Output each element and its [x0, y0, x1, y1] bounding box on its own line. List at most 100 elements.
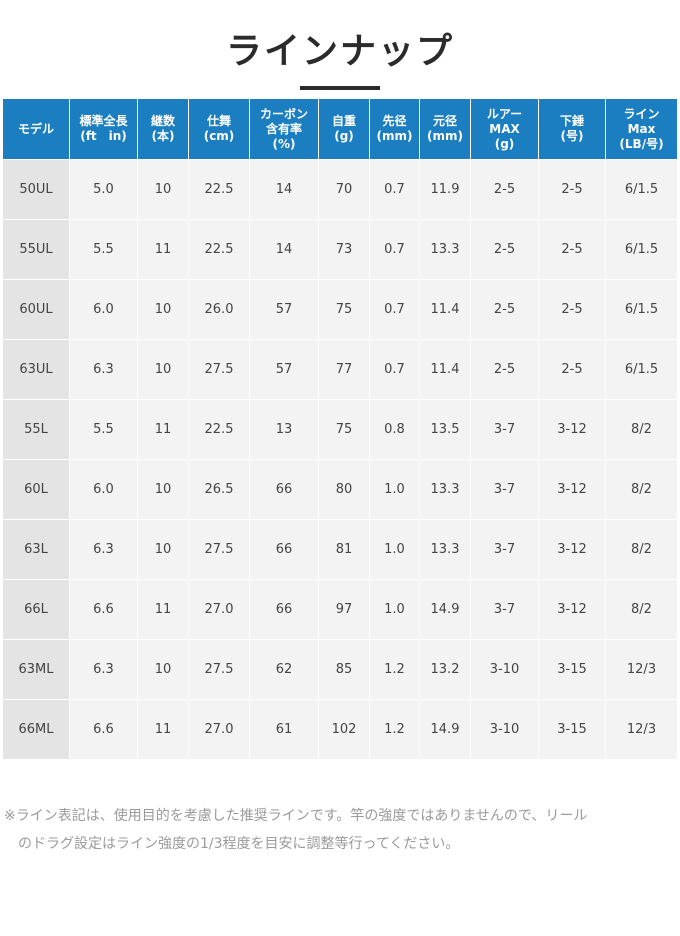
column-header: 元径 (mm): [420, 99, 471, 159]
column-header-text: (%): [272, 136, 296, 151]
column-header-text: モデル: [17, 121, 54, 136]
column-header-text: 継数: [150, 114, 175, 128]
table-cell: 6.0: [70, 459, 138, 519]
table-cell: 5.5: [70, 399, 138, 459]
column-header-text: ライン: [623, 106, 660, 121]
model-cell: 55UL: [3, 219, 70, 279]
column-header-text: (号): [560, 129, 584, 143]
table-cell: 12/3: [606, 639, 677, 699]
table-cell: 27.5: [189, 519, 250, 579]
column-header-text: 元径: [432, 114, 457, 128]
title-underline: [300, 86, 380, 90]
table-row: 63L 6.3 10 27.5 66 81 1.0 13.3 3-7 3-12 8/2: [3, 519, 677, 579]
model-cell: 63UL: [3, 339, 70, 399]
table-cell: 3-12: [539, 459, 606, 519]
table-cell: 6.0: [70, 279, 138, 339]
column-header-text: 下錘: [559, 114, 584, 128]
model-cell: 50UL: [3, 159, 70, 219]
lineup-table: モデル 標準全長 (ft in) 継数 (本) 仕舞 (cm) カーボン 含有率 (%) 自重 (g)…: [3, 99, 677, 759]
table-cell: 27.0: [189, 699, 250, 759]
table-cell: 0.7: [370, 159, 420, 219]
table-cell: 13.5: [420, 399, 471, 459]
table-cell: 14.9: [420, 699, 471, 759]
table-cell: 3-7: [471, 579, 539, 639]
table-cell: 26.5: [189, 459, 250, 519]
table-cell: 6.3: [70, 639, 138, 699]
column-header: 継数 (本): [138, 99, 189, 159]
table-cell: 27.5: [189, 339, 250, 399]
model-cell: 66ML: [3, 699, 70, 759]
model-cell: 63L: [3, 519, 70, 579]
table-row: 63ML 6.3 10 27.5 62 85 1.2 13.2 3-10 3-15 12/3: [3, 639, 677, 699]
column-header-text: (LB/号): [619, 136, 664, 151]
table-cell: 6.6: [70, 699, 138, 759]
column-header-text: ルアー: [486, 106, 523, 121]
table-cell: 3-10: [471, 699, 539, 759]
column-header-text: (mm): [376, 129, 413, 143]
column-header-text: (cm): [203, 129, 235, 143]
table-cell: 6/1.5: [606, 219, 677, 279]
column-header-text: (mm): [427, 129, 463, 143]
table-cell: 22.5: [189, 219, 250, 279]
table-cell: 3-15: [539, 639, 606, 699]
column-header-text: (g): [494, 136, 515, 151]
table-cell: 2-5: [471, 339, 539, 399]
model-cell: 66L: [3, 579, 70, 639]
table-cell: 1.0: [370, 459, 420, 519]
table-cell: 13.2: [420, 639, 471, 699]
table-cell: 1.2: [370, 639, 420, 699]
table-row: 66ML 6.6 11 27.0 61 102 1.2 14.9 3-10 3-15 12/3: [3, 699, 677, 759]
table-cell: 6.3: [70, 339, 138, 399]
column-header-text: 自重: [331, 114, 356, 128]
page-title: ラインナップ: [225, 31, 454, 72]
table-cell: 2-5: [471, 219, 539, 279]
table-cell: 62: [250, 639, 319, 699]
table-cell: 2-5: [471, 159, 539, 219]
table-cell: 1.2: [370, 699, 420, 759]
table-cell: 5.5: [70, 219, 138, 279]
table-cell: 3-12: [539, 399, 606, 459]
table-cell: 14: [250, 159, 319, 219]
table-row: 60UL 6.0 10 26.0 57 75 0.7 11.4 2-5 2-5 6/1.5: [3, 279, 677, 339]
table-cell: 3-12: [539, 579, 606, 639]
column-header-text: (本): [151, 129, 175, 143]
header-row: モデル 標準全長 (ft in) 継数 (本) 仕舞 (cm) カーボン 含有率 (%) 自重 (g)…: [3, 99, 677, 159]
table-cell: 11: [138, 579, 189, 639]
column-header-text: (ft in): [80, 129, 127, 143]
footnote-line-2: のドラグ設定はライン強度の1/3程度を目安に調整等行ってください。: [18, 836, 460, 852]
table-cell: 6/1.5: [606, 279, 677, 339]
table-cell: 75: [319, 279, 370, 339]
table-cell: 66: [250, 519, 319, 579]
model-cell: 60L: [3, 459, 70, 519]
column-header: ライン Max (LB/号): [606, 99, 677, 159]
table-cell: 0.7: [370, 339, 420, 399]
column-header-text: 含有率: [265, 121, 302, 136]
model-cell: 60UL: [3, 279, 70, 339]
table-cell: 22.5: [189, 399, 250, 459]
table-cell: 57: [250, 279, 319, 339]
table-cell: 13.3: [420, 219, 471, 279]
table-cell: 61: [250, 699, 319, 759]
model-cell: 63ML: [3, 639, 70, 699]
table-cell: 2-5: [471, 279, 539, 339]
table-cell: 3-7: [471, 519, 539, 579]
table-cell: 8/2: [606, 459, 677, 519]
table-cell: 14.9: [420, 579, 471, 639]
table-cell: 77: [319, 339, 370, 399]
column-header: 仕舞 (cm): [189, 99, 250, 159]
table-cell: 27.5: [189, 639, 250, 699]
table-cell: 3-12: [539, 519, 606, 579]
table-cell: 6.6: [70, 579, 138, 639]
column-header: ルアー MAX (g): [471, 99, 539, 159]
table-cell: 10: [138, 159, 189, 219]
table-cell: 10: [138, 279, 189, 339]
table-cell: 8/2: [606, 519, 677, 579]
table-cell: 13.3: [420, 519, 471, 579]
table-row: 60L 6.0 10 26.5 66 80 1.0 13.3 3-7 3-12 8/2: [3, 459, 677, 519]
column-header-text: カーボン: [259, 106, 308, 121]
column-header: 自重 (g): [319, 99, 370, 159]
table-cell: 85: [319, 639, 370, 699]
column-header: 標準全長 (ft in): [70, 99, 138, 159]
table-cell: 5.0: [70, 159, 138, 219]
table-cell: 11.9: [420, 159, 471, 219]
